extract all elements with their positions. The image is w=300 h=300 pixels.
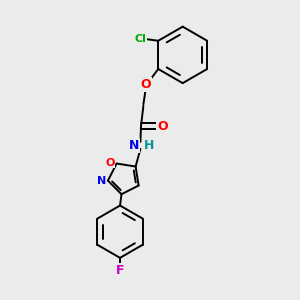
Text: H: H (143, 139, 154, 152)
Text: N: N (129, 139, 139, 152)
Text: F: F (116, 264, 124, 277)
Text: Cl: Cl (134, 34, 146, 44)
Text: O: O (105, 158, 115, 168)
Text: O: O (157, 120, 168, 133)
Text: N: N (97, 176, 106, 186)
Text: O: O (140, 78, 151, 91)
